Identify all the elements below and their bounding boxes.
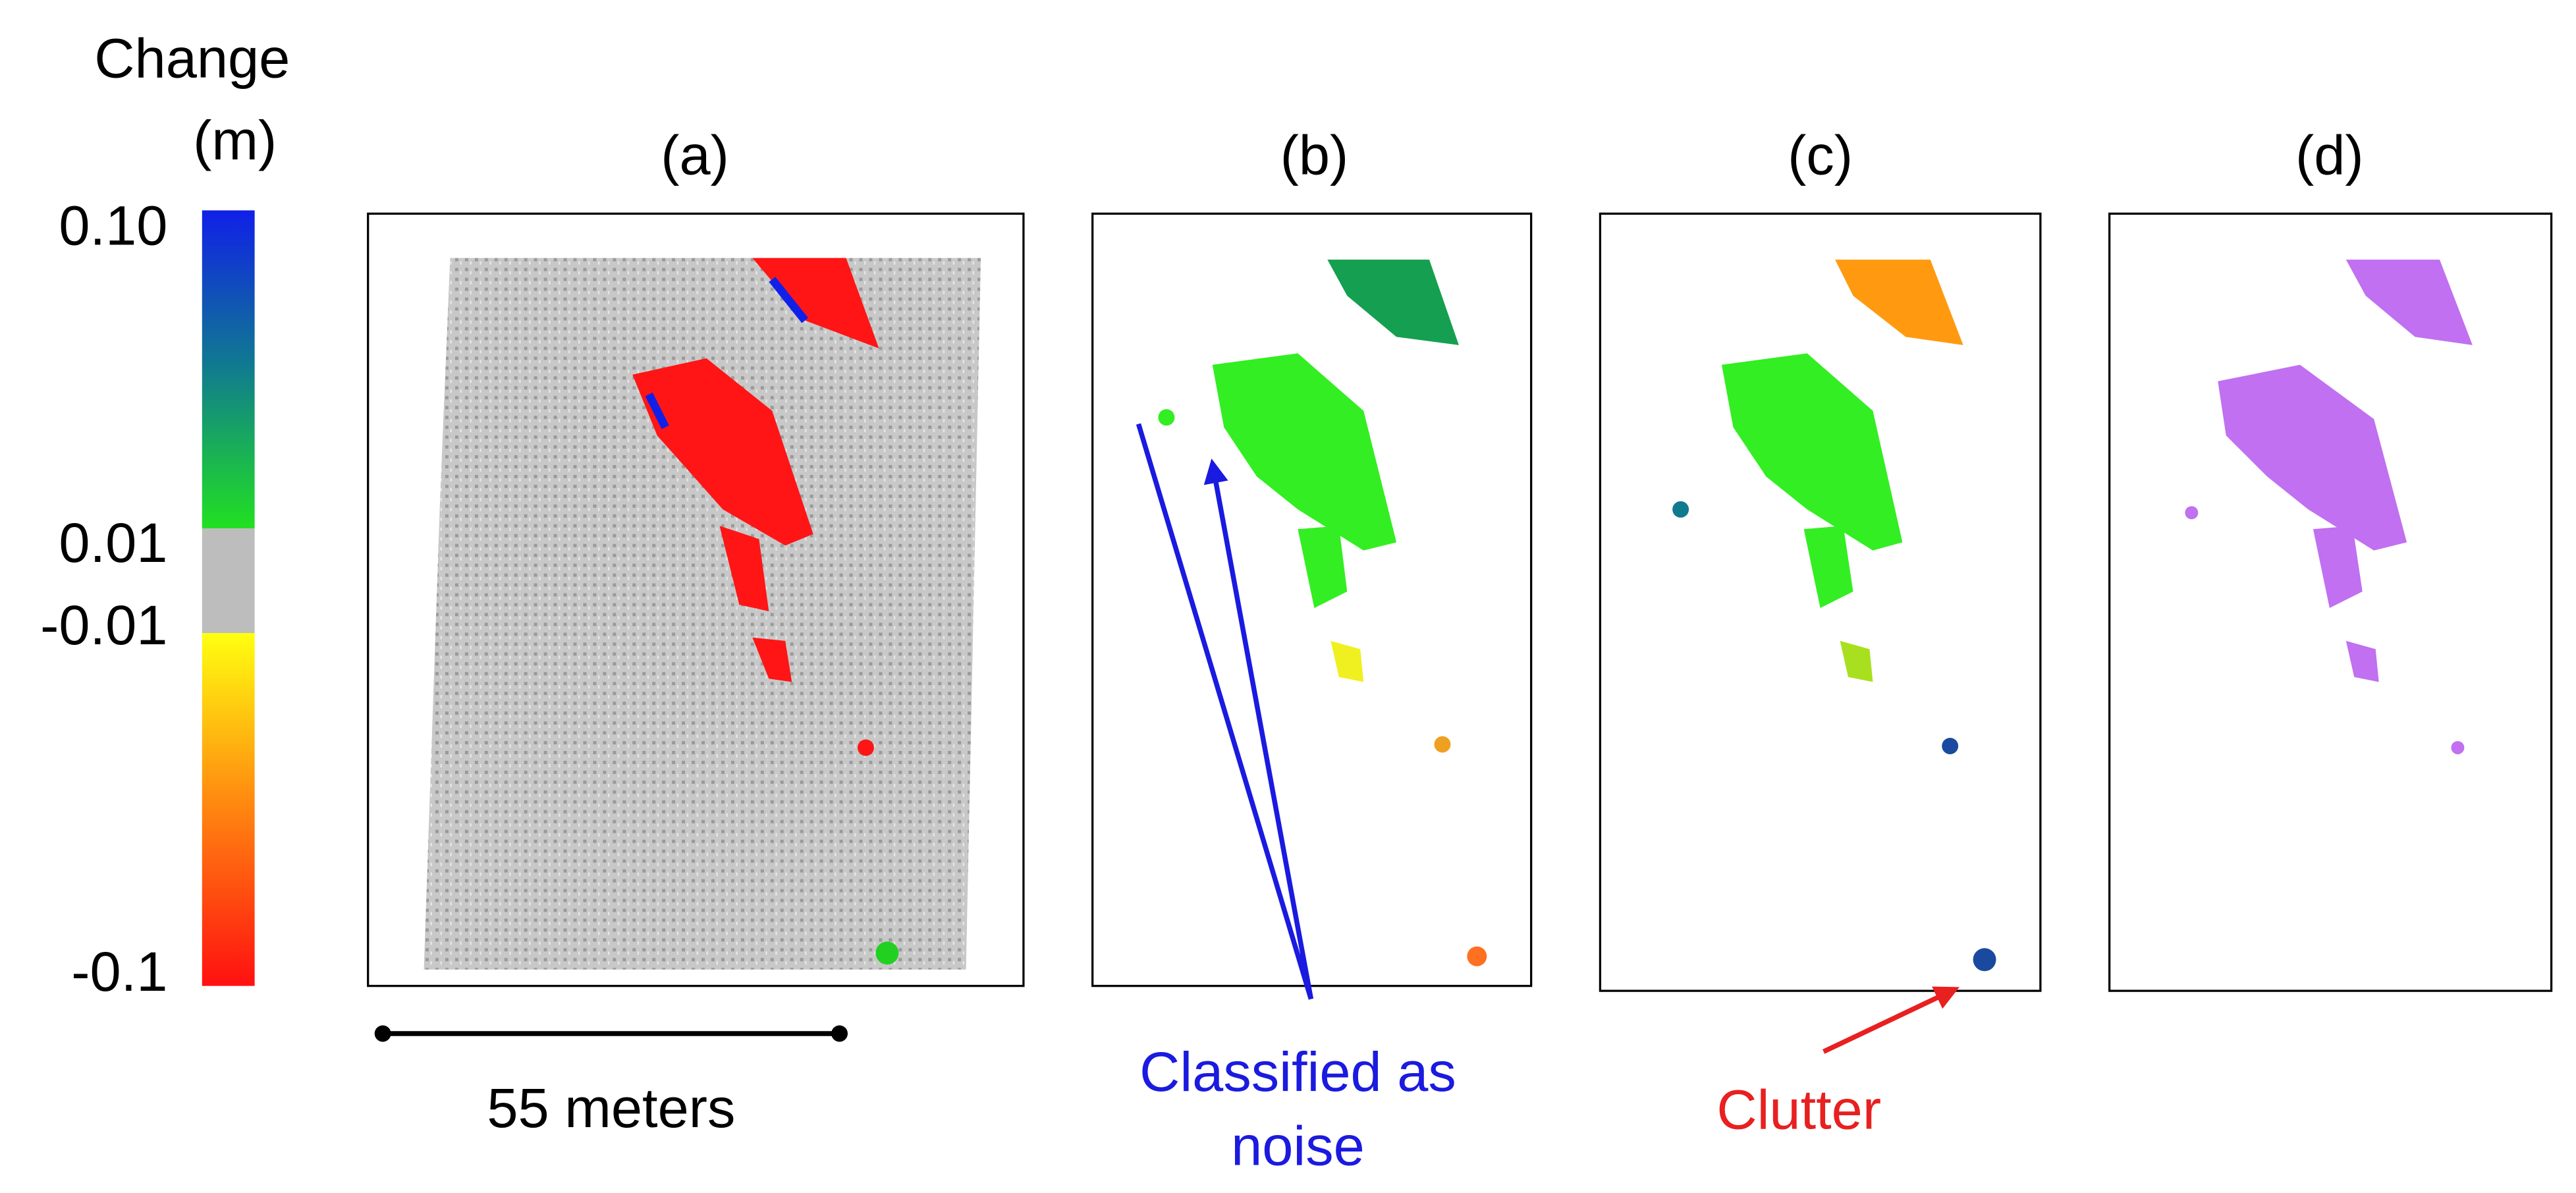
colorbar-unit: (m)	[193, 109, 277, 171]
colorbar-label: 0.10	[59, 194, 167, 257]
colorbar	[202, 210, 255, 986]
panel-b	[1091, 212, 1533, 1000]
panel-label: (c)	[1788, 123, 1853, 186]
clutter-annotation: Clutter	[1716, 1078, 1881, 1141]
scale-bar	[374, 1025, 848, 1042]
panel-label: (b)	[1280, 123, 1349, 186]
panel-label: (d)	[2295, 123, 2364, 186]
scale-bar-label: 55 meters	[487, 1076, 735, 1139]
panel-d	[2108, 212, 2553, 992]
panel-label: (a)	[661, 123, 729, 186]
colorbar-label: -0.1	[71, 940, 167, 1003]
panel-c	[1599, 212, 2042, 992]
clutter-arrow	[1822, 986, 1959, 1054]
colorbar-label: 0.01	[59, 511, 167, 574]
noise-annotation: noise	[1231, 1114, 1365, 1177]
panel-a	[367, 212, 1025, 987]
colorbar-label: -0.01	[40, 594, 167, 656]
colorbar-title: Change	[94, 26, 290, 89]
noise-annotation: Classified as	[1139, 1040, 1456, 1103]
